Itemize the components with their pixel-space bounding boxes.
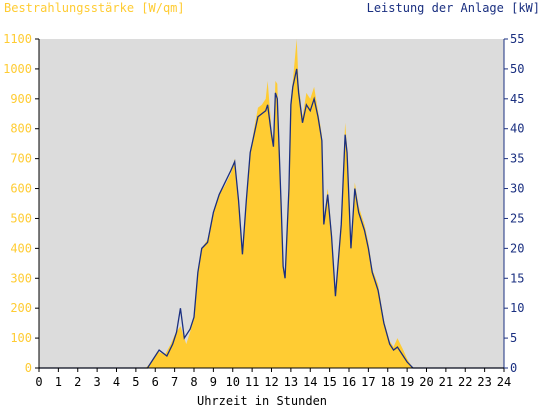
x-tick-label: 21: [439, 375, 453, 389]
x-tick-label: 19: [400, 375, 414, 389]
x-tick-label: 3: [94, 375, 101, 389]
x-tick-label: 0: [35, 375, 42, 389]
y-right-tick-label: 5: [510, 331, 517, 345]
x-tick-label: 13: [284, 375, 298, 389]
x-tick-label: 12: [264, 375, 278, 389]
y-right-tick-label: 45: [510, 92, 524, 106]
y-left-tick-label: 1100: [3, 32, 32, 46]
y-right-tick-label: 50: [510, 62, 524, 76]
x-tick-label: 5: [132, 375, 139, 389]
x-tick-label: 16: [342, 375, 356, 389]
y-left-tick-label: 300: [10, 271, 32, 285]
x-tick-label: 7: [171, 375, 178, 389]
x-tick-label: 11: [245, 375, 259, 389]
y-right-tick-label: 40: [510, 122, 524, 136]
x-tick-label: 2: [74, 375, 81, 389]
x-tick-label: 8: [190, 375, 197, 389]
x-tick-label: 20: [419, 375, 433, 389]
y-right-tick-label: 20: [510, 241, 524, 255]
left-axis-title: Bestrahlungsstärke [W/qm]: [4, 1, 185, 15]
x-tick-label: 6: [152, 375, 159, 389]
y-left-tick-label: 800: [10, 122, 32, 136]
y-left-tick-label: 700: [10, 152, 32, 166]
right-axis-title: Leistung der Anlage [kW]: [367, 1, 540, 15]
x-tick-label: 23: [477, 375, 491, 389]
x-tick-label: 18: [381, 375, 395, 389]
y-left-tick-label: 500: [10, 211, 32, 225]
y-left-tick-label: 1000: [3, 62, 32, 76]
power-line: [39, 68, 504, 369]
y-left-tick-label: 100: [10, 331, 32, 345]
y-left-tick-label: 0: [25, 361, 32, 375]
y-right-tick-label: 25: [510, 211, 524, 225]
y-right-tick-label: 35: [510, 152, 524, 166]
x-axis-label: Uhrzeit in Stunden: [197, 394, 327, 408]
x-tick-label: 9: [210, 375, 217, 389]
y-right-tick-label: 10: [510, 301, 524, 315]
y-right-tick-label: 15: [510, 271, 524, 285]
irradiance-area: [39, 39, 504, 368]
x-tick-label: 22: [458, 375, 472, 389]
y-right-tick-label: 30: [510, 182, 524, 196]
y-left-tick-label: 400: [10, 241, 32, 255]
y-right-tick-label: 0: [510, 361, 517, 375]
x-tick-label: 10: [226, 375, 240, 389]
y-left-tick-label: 200: [10, 301, 32, 315]
x-tick-label: 15: [322, 375, 336, 389]
x-tick-label: 4: [113, 375, 120, 389]
x-tick-label: 17: [361, 375, 375, 389]
y-left-tick-label: 900: [10, 92, 32, 106]
x-tick-label: 1: [55, 375, 62, 389]
y-left-tick-label: 600: [10, 182, 32, 196]
x-tick-label: 14: [303, 375, 317, 389]
y-right-tick-label: 55: [510, 32, 524, 46]
x-tick-label: 24: [497, 375, 511, 389]
